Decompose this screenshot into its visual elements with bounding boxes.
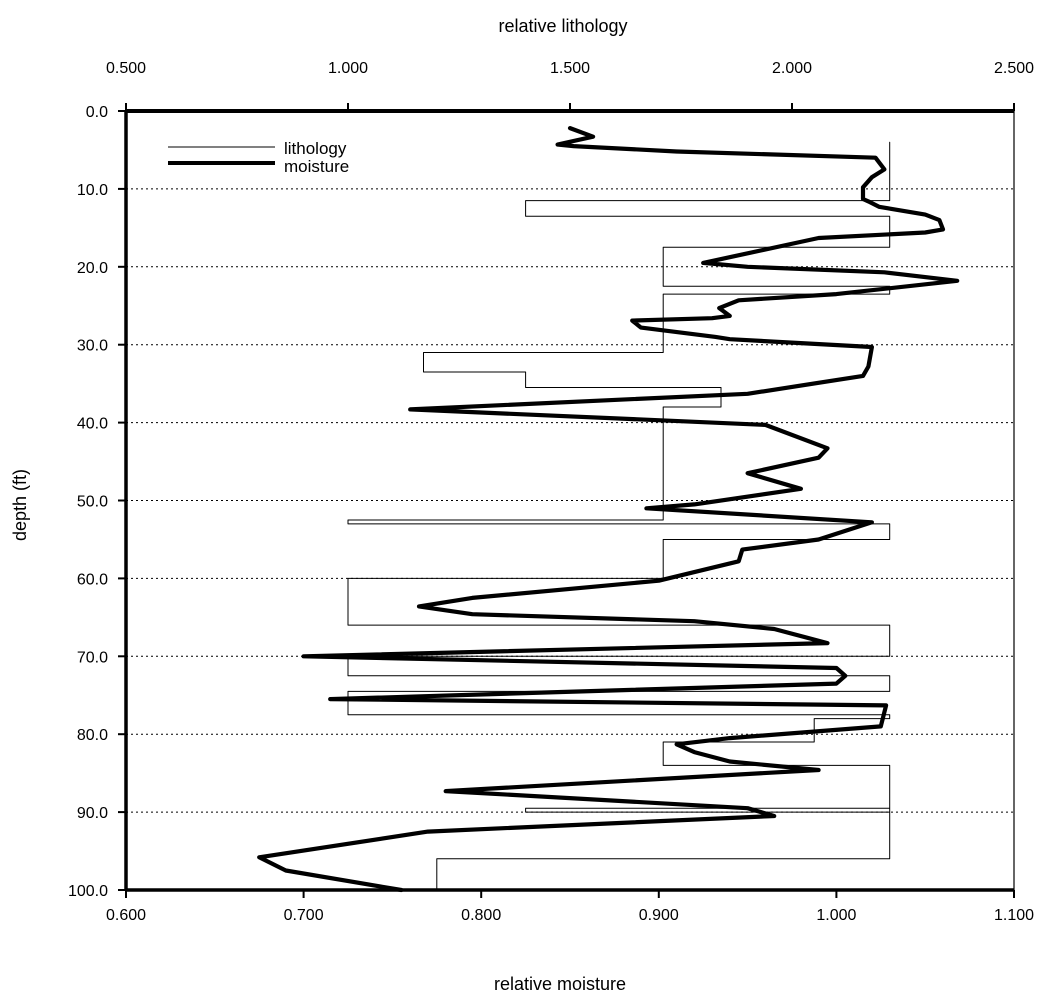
y-tick-label: 10.0 xyxy=(77,182,108,199)
top-x-tick-label: 1.000 xyxy=(328,60,368,77)
legend: lithology moisture xyxy=(168,139,349,176)
y-tick-label: 60.0 xyxy=(77,571,108,588)
top-x-tick-label: 2.000 xyxy=(772,60,812,77)
y-tick-label: 30.0 xyxy=(77,338,108,355)
x-tick-label: 0.700 xyxy=(284,907,324,924)
y-tick-label: 90.0 xyxy=(77,805,108,822)
plot-frame xyxy=(125,110,1015,891)
series-layer xyxy=(257,126,960,893)
top-x-tick-label: 1.500 xyxy=(550,60,590,77)
top-axis-title: relative lithology xyxy=(498,16,627,36)
legend-label-lithology: lithology xyxy=(284,139,347,158)
tick-layer: 0.0 10.0 20.0 30.0 40.0 50.0 60.0 70.0 80.0 90.0 1… xyxy=(68,60,1034,924)
x-tick-label: 0.900 xyxy=(639,907,679,924)
top-x-tick-label: 0.500 xyxy=(106,60,146,77)
x-tick-label: 0.600 xyxy=(106,907,146,924)
series-lithology-line xyxy=(347,141,891,891)
y-tick-label: 40.0 xyxy=(77,416,108,433)
y-tick-label: 70.0 xyxy=(77,649,108,666)
x-tick-label: 0.800 xyxy=(461,907,501,924)
y-tick-label: 0.0 xyxy=(86,104,108,121)
x-tick-label: 1.000 xyxy=(816,907,856,924)
legend-label-moisture: moisture xyxy=(284,157,349,176)
x-axis-title: relative moisture xyxy=(494,974,626,994)
top-x-tick-label: 2.500 xyxy=(994,60,1034,77)
series-moisture-line xyxy=(257,126,960,893)
y-tick-label: 50.0 xyxy=(77,494,108,511)
y-tick-label: 100.0 xyxy=(68,883,108,900)
y-axis-title: depth (ft) xyxy=(10,469,30,541)
y-tick-label: 80.0 xyxy=(77,727,108,744)
y-tick-label: 20.0 xyxy=(77,260,108,277)
x-tick-label: 1.100 xyxy=(994,907,1034,924)
